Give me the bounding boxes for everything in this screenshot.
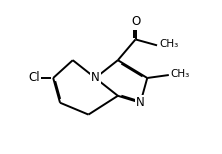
Text: Cl: Cl [29, 71, 40, 85]
Text: CH₃: CH₃ [159, 39, 178, 49]
Text: N: N [91, 71, 100, 85]
Text: O: O [131, 15, 140, 28]
Text: CH₃: CH₃ [171, 69, 190, 79]
Text: N: N [136, 96, 145, 109]
